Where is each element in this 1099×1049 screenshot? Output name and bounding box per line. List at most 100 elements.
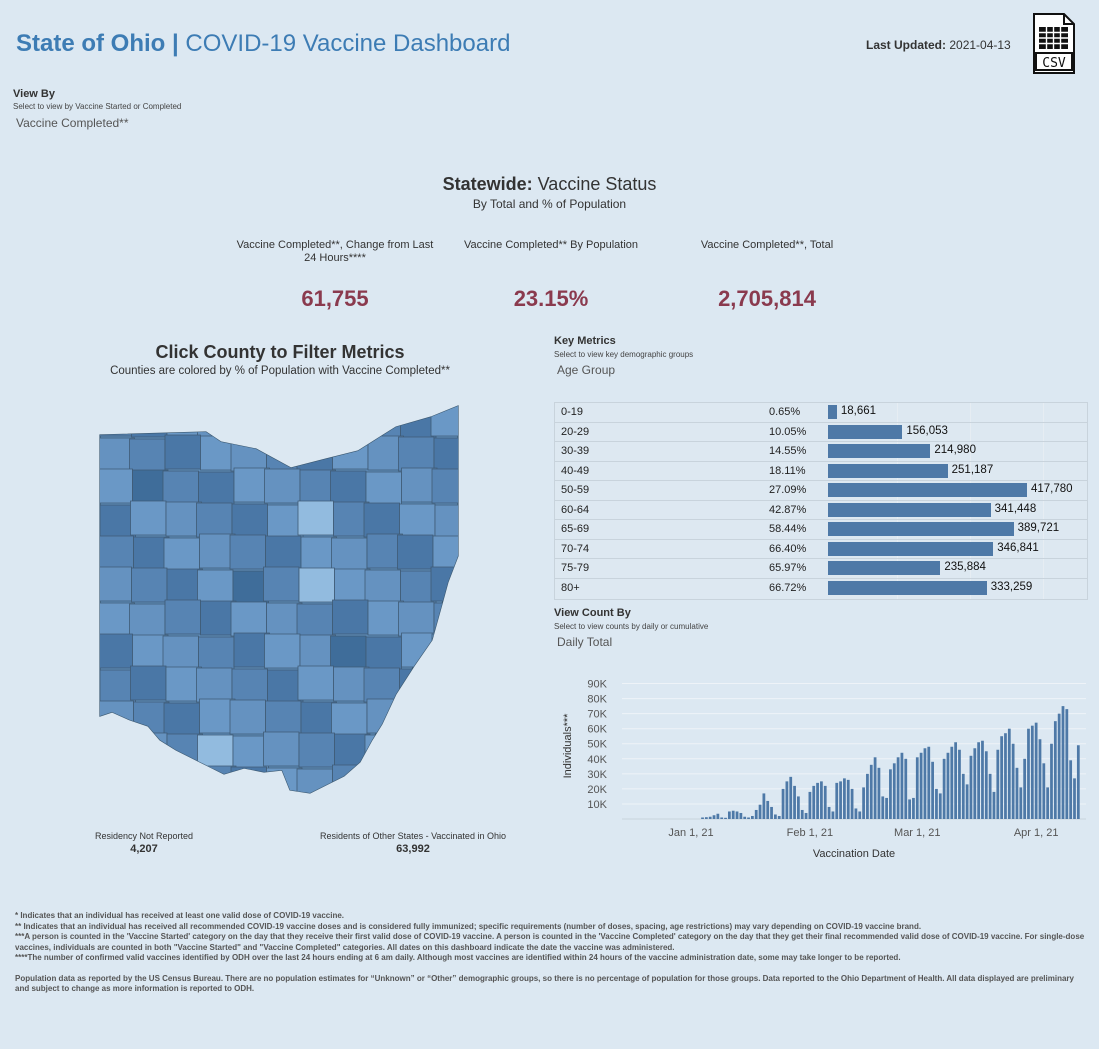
county-shape[interactable] (332, 434, 369, 470)
county-shape[interactable] (265, 700, 302, 736)
county-shape[interactable] (131, 567, 168, 603)
county-shape[interactable] (298, 404, 335, 438)
county-shape[interactable] (97, 468, 133, 504)
county-shape[interactable] (433, 767, 466, 796)
county-shape[interactable] (196, 502, 233, 538)
county-shape[interactable] (334, 404, 371, 439)
county-shape[interactable] (263, 566, 300, 602)
view-count-selector[interactable]: Daily Total (557, 635, 613, 649)
county-shape[interactable] (398, 436, 435, 472)
county-shape[interactable] (331, 702, 368, 738)
county-shape[interactable] (196, 667, 233, 703)
county-shape[interactable] (399, 503, 436, 539)
table-row[interactable]: 50-59 27.09% 417,780 (555, 481, 1087, 501)
county-shape[interactable] (98, 700, 134, 736)
county-shape[interactable] (432, 535, 466, 571)
county-shape[interactable] (331, 537, 368, 573)
county-shape[interactable] (364, 569, 401, 605)
count-bar[interactable] (828, 502, 991, 517)
county-shape[interactable] (163, 702, 200, 738)
count-bar[interactable] (828, 444, 931, 458)
county-shape[interactable] (365, 636, 402, 672)
county-shape[interactable] (164, 434, 201, 470)
county-shape[interactable] (397, 699, 434, 735)
county-shape[interactable] (164, 599, 201, 635)
table-row[interactable]: 20-29 10.05% 156,053 (555, 423, 1087, 442)
count-bar[interactable] (828, 424, 903, 439)
table-row[interactable]: 40-49 18.11% 251,187 (555, 462, 1087, 481)
county-shape[interactable] (99, 767, 135, 796)
count-bar[interactable] (828, 463, 948, 478)
county-shape[interactable] (230, 601, 267, 637)
county-shape[interactable] (431, 633, 466, 669)
county-shape[interactable] (433, 602, 466, 638)
county-shape[interactable] (332, 599, 369, 635)
county-shape[interactable] (397, 534, 434, 570)
county-shape[interactable] (330, 470, 367, 506)
count-bar[interactable] (828, 405, 837, 419)
county-shape[interactable] (230, 766, 267, 796)
county-shape[interactable] (298, 732, 335, 768)
county-shapes[interactable] (96, 404, 466, 796)
county-shape[interactable] (398, 601, 435, 637)
county-shape[interactable] (400, 735, 437, 771)
county-shape[interactable] (434, 669, 466, 705)
county-shape[interactable] (130, 500, 167, 536)
county-shape[interactable] (363, 502, 400, 538)
county-shape[interactable] (230, 436, 267, 472)
county-shape[interactable] (198, 636, 235, 672)
county-shape[interactable] (197, 569, 234, 605)
county-shape[interactable] (97, 633, 133, 669)
view-by-selector[interactable]: Vaccine Completed** (16, 116, 129, 130)
county-shape[interactable] (297, 500, 334, 536)
county-shape[interactable] (198, 471, 235, 507)
county-shape[interactable] (364, 405, 401, 440)
table-row[interactable]: 65-69 58.44% 389,721 (555, 520, 1087, 540)
county-shape[interactable] (162, 470, 199, 506)
count-bar[interactable] (828, 561, 941, 575)
county-shape[interactable] (98, 535, 134, 571)
county-shape[interactable] (164, 764, 201, 796)
county-shape[interactable] (398, 766, 435, 796)
count-bar[interactable] (828, 580, 987, 595)
county-shape[interactable] (96, 731, 132, 767)
county-shape[interactable] (434, 504, 466, 540)
count-bar[interactable] (828, 483, 1027, 497)
county-shape[interactable] (264, 633, 301, 669)
county-shape[interactable] (129, 603, 166, 639)
county-shape[interactable] (330, 635, 367, 671)
county-shape[interactable] (129, 438, 166, 474)
county-shape[interactable] (364, 734, 401, 770)
county-shape[interactable] (296, 438, 333, 474)
county-shape[interactable] (263, 731, 300, 767)
county-shape[interactable] (231, 503, 268, 539)
county-shape[interactable] (264, 468, 301, 504)
key-metrics-selector[interactable]: Age Group (557, 363, 616, 377)
count-bar[interactable] (828, 522, 1014, 536)
county-shape[interactable] (265, 535, 302, 571)
county-shape[interactable] (131, 404, 168, 438)
county-shape[interactable] (263, 404, 300, 437)
county-shape[interactable] (430, 566, 466, 602)
county-shape[interactable] (131, 732, 168, 768)
county-shape[interactable] (332, 764, 369, 796)
county-shape[interactable] (365, 471, 402, 507)
county-shape[interactable] (433, 437, 466, 473)
county-shape[interactable] (96, 404, 132, 437)
county-shape[interactable] (229, 534, 266, 570)
county-shape[interactable] (130, 665, 167, 701)
county-shape[interactable] (297, 665, 334, 701)
county-shape[interactable] (363, 667, 400, 703)
county-shape[interactable] (163, 537, 200, 573)
county-shape[interactable] (129, 768, 166, 796)
county-shape[interactable] (399, 668, 436, 704)
table-row[interactable]: 30-39 14.55% 214,980 (555, 442, 1087, 462)
county-shape[interactable] (197, 405, 234, 440)
table-row[interactable]: 75-79 65.97% 235,884 (555, 559, 1087, 579)
count-bar[interactable] (828, 541, 994, 556)
county-shape[interactable] (229, 699, 266, 735)
county-shape[interactable] (430, 731, 466, 767)
county-shape[interactable] (367, 765, 404, 796)
table-row[interactable]: 80+ 66.72% 333,259 (555, 579, 1087, 599)
county-shape[interactable] (298, 567, 335, 603)
